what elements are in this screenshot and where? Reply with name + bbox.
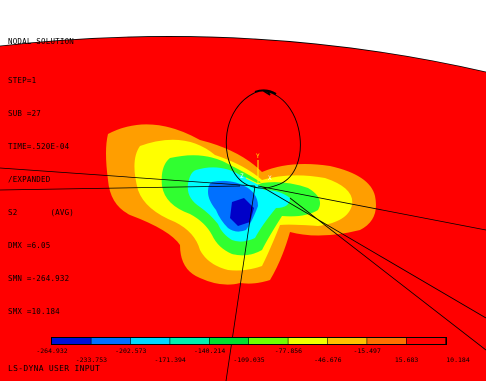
solution-info-block: NODAL SOLUTION STEP=1 SUB =27 TIME=.520E… [8,14,74,339]
legend-tick-label-max: 10.184 [446,356,470,364]
legend-tick-label-top: -15.497 [353,347,381,355]
legend-swatch [249,338,288,344]
info-line: SMX =10.184 [8,307,60,316]
info-line: SUB =27 [8,109,42,118]
mesh-lines [0,36,486,381]
legend-swatch [130,338,170,344]
coordinate-triad: Y Z X [240,153,272,185]
svg-text:Y: Y [256,153,260,160]
svg-text:Z: Z [240,173,244,180]
solution-title: NODAL SOLUTION [8,37,75,46]
legend-tick-label-top: -140.214 [193,347,226,355]
contour-minimum-core [230,198,254,226]
legend-tick-label-bottom: 15.683 [394,356,419,364]
svg-text:X: X [268,175,272,182]
legend-swatch [367,338,406,344]
legend-swatch [91,338,131,344]
legend-swatch [170,338,209,344]
legend-swatch [406,338,446,344]
legend-swatch [327,338,367,344]
impactor-sphere [225,89,301,189]
legend-tick-label-bottom: -46.676 [314,356,342,364]
legend-swatch [209,338,249,344]
info-line: SMN =-264.932 [8,274,70,283]
legend-tick-label-bottom: -171.394 [154,356,186,364]
footer-label: LS-DYNA USER INPUT [8,364,101,373]
legend-tick-label-top: -77.856 [274,347,303,355]
legend-swatch [288,338,328,344]
info-line: /EXPANDED [8,175,51,184]
legend-tick-label-bottom: -233.753 [75,356,108,364]
info-line: DMX =6.05 [8,241,51,250]
legend-tick-label-top: -202.573 [115,347,147,355]
info-line: STEP=1 [8,76,37,85]
contour-legend-bar [51,337,447,345]
legend-tick-label-top: -264.932 [36,347,68,355]
info-line: S2 (AVG) [8,208,75,217]
legend-tick-label-bottom: -109.035 [233,356,265,364]
info-line: TIME=.520E-04 [8,142,70,151]
legend-swatch [52,338,91,344]
